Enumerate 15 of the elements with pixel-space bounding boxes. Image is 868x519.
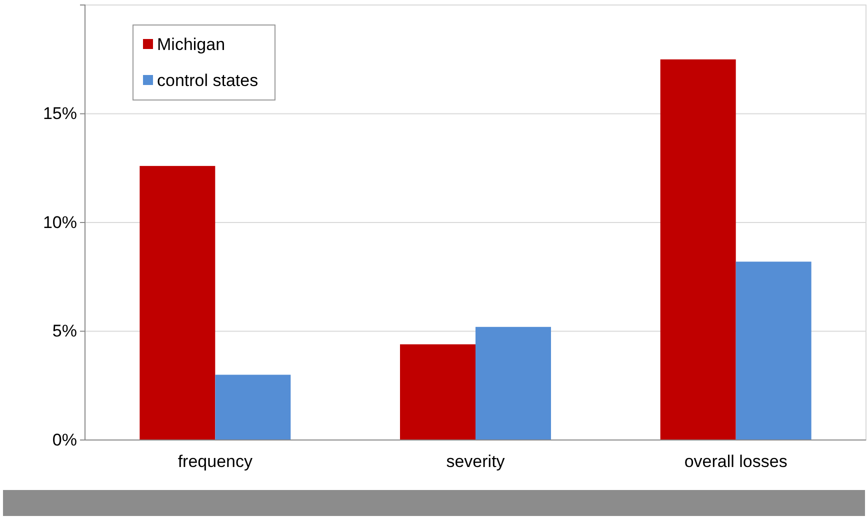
bar: [215, 374, 291, 440]
x-tick-label: frequency: [178, 452, 253, 472]
y-tick-label: 0%: [52, 430, 77, 450]
x-tick-label: severity: [446, 452, 506, 472]
bar: [400, 344, 476, 440]
x-tick-label: overall losses: [684, 452, 788, 472]
y-tick-label: 10%: [42, 212, 77, 232]
bar: [736, 262, 812, 440]
bar: [476, 326, 551, 440]
y-tick-label: 15%: [42, 104, 77, 124]
legend-label: control states: [157, 71, 258, 90]
bar: [140, 166, 216, 440]
y-tick-label: 5%: [52, 322, 77, 341]
bar: [660, 59, 736, 440]
legend-label: Michigan: [157, 35, 226, 54]
